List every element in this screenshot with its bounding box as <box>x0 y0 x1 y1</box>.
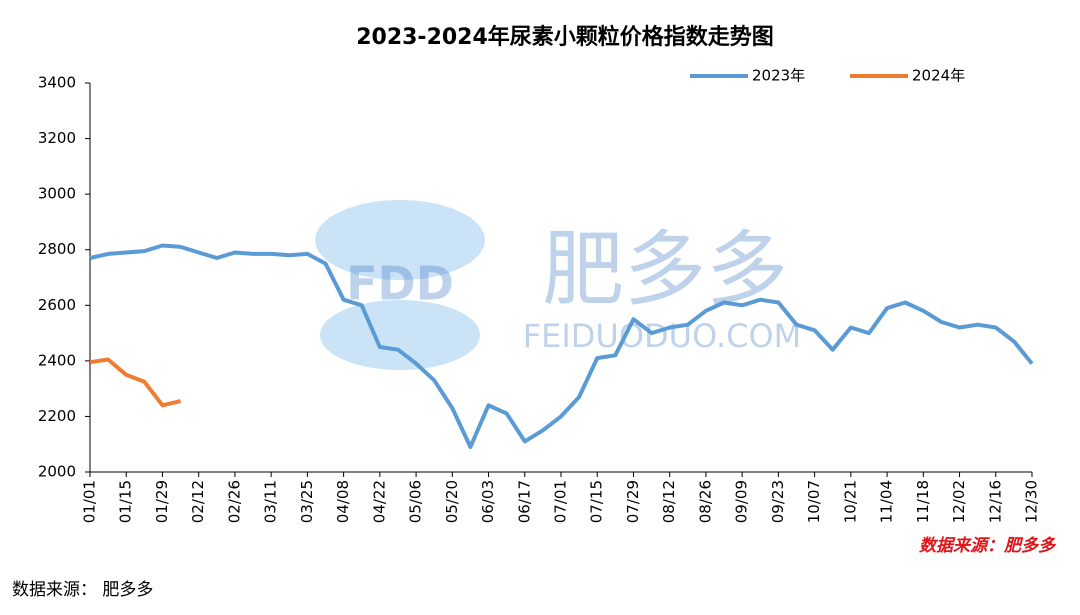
x-tick-label: 12/02 <box>950 480 968 523</box>
series-line <box>89 357 182 408</box>
watermark-logo <box>315 200 485 280</box>
legend-label: 2024年 <box>912 67 965 85</box>
x-tick-label: 04/22 <box>370 480 388 523</box>
x-tick-label: 05/20 <box>443 480 461 523</box>
x-tick-label: 07/15 <box>588 480 606 523</box>
x-tick-label: 07/29 <box>624 480 642 523</box>
x-tick-label: 10/07 <box>805 480 823 523</box>
x-tick-label: 01/01 <box>81 480 99 523</box>
legend-label: 2023年 <box>752 67 805 85</box>
x-tick-label: 02/26 <box>225 480 243 523</box>
x-tick-label: 09/09 <box>733 480 751 523</box>
x-tick-label: 08/26 <box>696 480 714 523</box>
x-tick-label: 01/29 <box>153 480 171 523</box>
y-tick-label: 2400 <box>38 351 76 369</box>
watermark: FDD 肥多多 FEIDUODUO.COM <box>315 200 801 370</box>
x-tick-label: 11/04 <box>878 480 896 523</box>
x-tick-label: 12/30 <box>1023 480 1041 523</box>
watermark-logo-text: FDD <box>346 257 454 311</box>
watermark-url: FEIDUODUO.COM <box>523 317 802 355</box>
chart-title: 2023-2024年尿素小颗粒价格指数走势图 <box>356 24 774 50</box>
x-tick-label: 07/01 <box>552 480 570 523</box>
x-tick-label: 03/11 <box>262 480 280 523</box>
y-tick-label: 3000 <box>38 185 76 203</box>
y-tick-label: 3400 <box>38 74 76 92</box>
watermark-name: 肥多多 <box>542 222 788 317</box>
x-tick-label: 10/21 <box>841 480 859 523</box>
y-tick-label: 2200 <box>38 407 76 425</box>
x-tick-label: 06/17 <box>515 480 533 523</box>
x-tick-label: 11/18 <box>914 480 932 523</box>
x-tick-label: 08/12 <box>660 480 678 523</box>
y-tick-label: 2800 <box>38 240 76 258</box>
watermark-logo <box>320 300 480 370</box>
x-tick-label: 03/25 <box>298 480 316 523</box>
x-tick-label: 02/12 <box>189 480 207 523</box>
x-tick-label: 01/15 <box>117 480 135 523</box>
y-tick-label: 2000 <box>38 463 76 481</box>
y-tick-label: 3200 <box>38 129 76 147</box>
y-tick-label: 2600 <box>38 296 76 314</box>
x-tick-label: 09/23 <box>769 480 787 523</box>
x-tick-label: 05/06 <box>407 480 425 523</box>
x-tick-label: 06/03 <box>479 480 497 523</box>
series-line <box>89 243 1034 449</box>
source-note: 数据来源：肥多多 <box>919 536 1057 556</box>
source-note: 数据来源： 肥多多 <box>12 580 153 600</box>
x-tick-label: 04/08 <box>334 480 352 523</box>
x-tick-label: 12/16 <box>986 480 1004 523</box>
